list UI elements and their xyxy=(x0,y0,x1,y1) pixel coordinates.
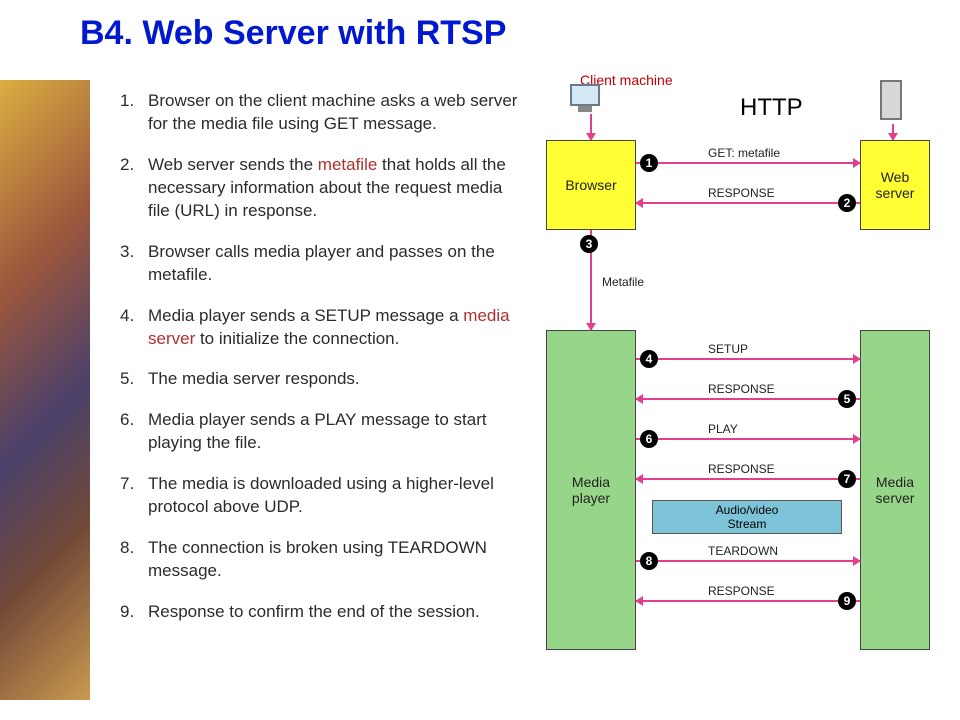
list-text: The connection is broken using TEARDOWN … xyxy=(148,537,520,583)
list-number: 9. xyxy=(120,601,148,624)
step-badge: 7 xyxy=(838,470,856,488)
list-item: 4.Media player sends a SETUP message a m… xyxy=(120,305,520,351)
list-item: 7.The media is downloaded using a higher… xyxy=(120,473,520,519)
list-item: 3.Browser calls media player and passes … xyxy=(120,241,520,287)
list-number: 7. xyxy=(120,473,148,519)
connector-line xyxy=(590,114,592,140)
connector-line xyxy=(892,124,894,140)
mediaplayer-box: Media player xyxy=(546,330,636,650)
arrow-label: SETUP xyxy=(708,342,748,356)
list-number: 2. xyxy=(120,154,148,223)
page-title: B4. Web Server with RTSP xyxy=(80,14,506,53)
step-badge: 1 xyxy=(640,154,658,172)
list-item: 6.Media player sends a PLAY message to s… xyxy=(120,409,520,455)
list-text: Web server sends the metafile that holds… xyxy=(148,154,520,223)
list-number: 3. xyxy=(120,241,148,287)
list-text: Media player sends a SETUP message a med… xyxy=(148,305,520,351)
message-arrow xyxy=(636,478,860,480)
step-badge: 6 xyxy=(640,430,658,448)
list-number: 4. xyxy=(120,305,148,351)
message-arrow xyxy=(636,600,860,602)
message-arrow xyxy=(636,358,860,360)
decorative-sidebar xyxy=(0,80,90,700)
stream-box: Audio/video Stream xyxy=(652,500,842,534)
metafile-label: Metafile xyxy=(602,275,644,289)
server-icon xyxy=(880,80,902,120)
list-text: Media player sends a PLAY message to sta… xyxy=(148,409,520,455)
list-number: 1. xyxy=(120,90,148,136)
browser-box: Browser xyxy=(546,140,636,230)
list-number: 5. xyxy=(120,368,148,391)
message-arrow xyxy=(636,560,860,562)
message-arrow xyxy=(636,398,860,400)
emphasis: metafile xyxy=(318,155,378,174)
list-number: 6. xyxy=(120,409,148,455)
step-badge: 2 xyxy=(838,194,856,212)
webserver-box: Web server xyxy=(860,140,930,230)
message-arrow xyxy=(636,202,860,204)
step-badge: 4 xyxy=(640,350,658,368)
list-text: The media is downloaded using a higher-l… xyxy=(148,473,520,519)
arrow-label: RESPONSE xyxy=(708,382,775,396)
message-arrow xyxy=(636,162,860,164)
rtsp-diagram: Client machine HTTP Browser Web server M… xyxy=(540,80,950,700)
list-item: 8.The connection is broken using TEARDOW… xyxy=(120,537,520,583)
mediaserver-box: Media server xyxy=(860,330,930,650)
arrow-label: TEARDOWN xyxy=(708,544,778,558)
arrow-label: RESPONSE xyxy=(708,584,775,598)
list-item: 1.Browser on the client machine asks a w… xyxy=(120,90,520,136)
list-item: 2.Web server sends the metafile that hol… xyxy=(120,154,520,223)
list-number: 8. xyxy=(120,537,148,583)
list-text: Browser on the client machine asks a web… xyxy=(148,90,520,136)
arrow-label: RESPONSE xyxy=(708,186,775,200)
step-badge: 9 xyxy=(838,592,856,610)
list-item: 9.Response to confirm the end of the ses… xyxy=(120,601,520,624)
arrow-label: RESPONSE xyxy=(708,462,775,476)
list-text: Response to confirm the end of the sessi… xyxy=(148,601,480,624)
message-arrow xyxy=(636,438,860,440)
http-label: HTTP xyxy=(740,94,803,122)
step-badge: 8 xyxy=(640,552,658,570)
step-list: 1.Browser on the client machine asks a w… xyxy=(120,90,520,642)
step-badge: 5 xyxy=(838,390,856,408)
list-item: 5.The media server responds. xyxy=(120,368,520,391)
computer-icon xyxy=(570,84,600,112)
list-text: Browser calls media player and passes on… xyxy=(148,241,520,287)
arrow-label: PLAY xyxy=(708,422,738,436)
emphasis: media server xyxy=(148,306,510,348)
arrow-label: GET: metafile xyxy=(708,146,780,160)
step-badge-3: 3 xyxy=(580,235,598,253)
list-text: The media server responds. xyxy=(148,368,360,391)
